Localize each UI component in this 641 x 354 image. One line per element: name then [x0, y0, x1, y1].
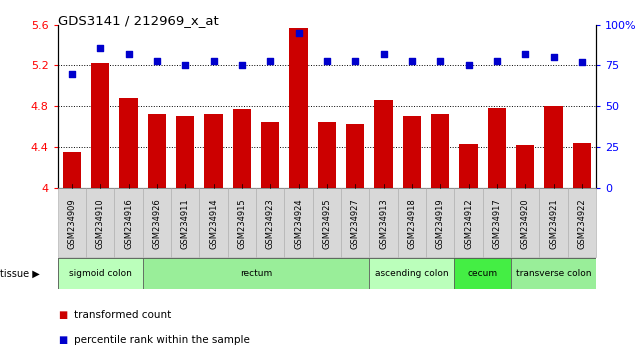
- Point: [577, 59, 587, 65]
- Text: sigmoid colon: sigmoid colon: [69, 269, 131, 278]
- Point: [492, 58, 502, 63]
- Bar: [488, 108, 506, 188]
- Point: [265, 58, 276, 63]
- Point: [520, 51, 530, 57]
- Text: GSM234922: GSM234922: [578, 198, 587, 249]
- Bar: [171, 188, 199, 257]
- Text: GSM234913: GSM234913: [379, 198, 388, 249]
- Bar: [573, 143, 591, 188]
- Bar: [143, 188, 171, 257]
- Bar: [63, 152, 81, 188]
- Text: tissue ▶: tissue ▶: [0, 268, 40, 279]
- Text: GSM234927: GSM234927: [351, 198, 360, 249]
- Text: ascending colon: ascending colon: [375, 269, 449, 278]
- Bar: [313, 188, 341, 257]
- Bar: [91, 63, 110, 188]
- Bar: [426, 188, 454, 257]
- Point: [237, 63, 247, 68]
- Text: GSM234909: GSM234909: [67, 198, 76, 249]
- Bar: [261, 122, 279, 188]
- Text: GSM234920: GSM234920: [520, 198, 529, 249]
- Bar: [483, 188, 511, 257]
- Point: [95, 45, 105, 50]
- Text: GSM234926: GSM234926: [153, 198, 162, 249]
- Point: [378, 51, 388, 57]
- Text: transformed count: transformed count: [74, 310, 171, 320]
- Point: [180, 63, 190, 68]
- Text: percentile rank within the sample: percentile rank within the sample: [74, 335, 249, 345]
- Bar: [114, 188, 143, 257]
- Text: GSM234915: GSM234915: [237, 198, 246, 249]
- Text: GSM234912: GSM234912: [464, 198, 473, 249]
- Point: [294, 30, 304, 36]
- Bar: [431, 114, 449, 188]
- Point: [407, 58, 417, 63]
- Text: GSM234925: GSM234925: [322, 198, 331, 249]
- Point: [350, 58, 360, 63]
- Bar: [511, 188, 540, 257]
- Text: GSM234924: GSM234924: [294, 198, 303, 249]
- Text: GSM234918: GSM234918: [408, 198, 417, 249]
- Text: GSM234916: GSM234916: [124, 198, 133, 249]
- Text: GSM234914: GSM234914: [209, 198, 218, 249]
- Text: GSM234921: GSM234921: [549, 198, 558, 249]
- Bar: [86, 188, 114, 257]
- Bar: [341, 188, 369, 257]
- Text: transverse colon: transverse colon: [516, 269, 592, 278]
- Text: GSM234917: GSM234917: [492, 198, 501, 249]
- Bar: [369, 258, 454, 289]
- Bar: [289, 28, 308, 188]
- Text: GSM234910: GSM234910: [96, 198, 104, 249]
- Text: GSM234919: GSM234919: [436, 198, 445, 249]
- Bar: [285, 188, 313, 257]
- Text: GSM234923: GSM234923: [266, 198, 275, 249]
- Bar: [318, 122, 336, 188]
- Text: GSM234911: GSM234911: [181, 198, 190, 249]
- Text: cecum: cecum: [468, 269, 498, 278]
- Bar: [369, 188, 398, 257]
- Bar: [346, 124, 365, 188]
- Bar: [204, 114, 223, 188]
- Bar: [511, 258, 596, 289]
- Bar: [374, 100, 393, 188]
- Bar: [454, 258, 511, 289]
- Bar: [119, 98, 138, 188]
- Bar: [398, 188, 426, 257]
- Text: rectum: rectum: [240, 269, 272, 278]
- Point: [549, 55, 559, 60]
- Point: [152, 58, 162, 63]
- Bar: [233, 109, 251, 188]
- Bar: [568, 188, 596, 257]
- Point: [463, 63, 474, 68]
- Bar: [403, 116, 421, 188]
- Point: [124, 51, 134, 57]
- Point: [322, 58, 332, 63]
- Text: GDS3141 / 212969_x_at: GDS3141 / 212969_x_at: [58, 14, 219, 27]
- Text: ■: ■: [58, 310, 67, 320]
- Text: ■: ■: [58, 335, 67, 345]
- Bar: [199, 188, 228, 257]
- Bar: [228, 188, 256, 257]
- Bar: [143, 258, 369, 289]
- Point: [435, 58, 445, 63]
- Bar: [256, 188, 285, 257]
- Bar: [544, 106, 563, 188]
- Point: [67, 71, 77, 76]
- Bar: [540, 188, 568, 257]
- Bar: [58, 188, 86, 257]
- Bar: [58, 258, 143, 289]
- Bar: [460, 144, 478, 188]
- Bar: [454, 188, 483, 257]
- Point: [208, 58, 219, 63]
- Bar: [516, 145, 535, 188]
- Bar: [176, 116, 194, 188]
- Bar: [147, 114, 166, 188]
